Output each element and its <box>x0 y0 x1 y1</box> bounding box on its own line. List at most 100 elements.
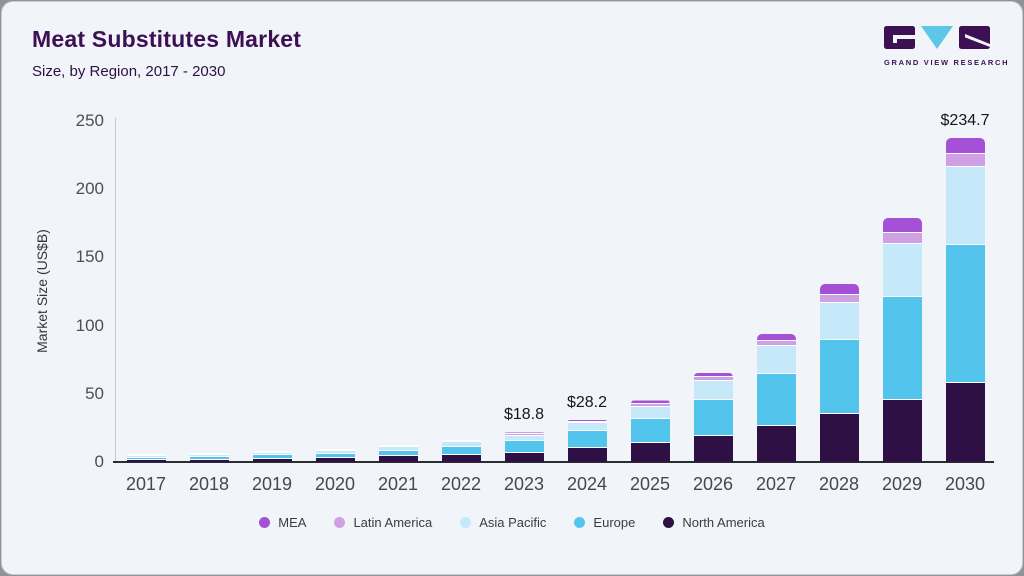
bar-segment-latin-america <box>819 295 859 303</box>
bar-segment-north-america <box>819 413 859 462</box>
x-tick-label: 2021 <box>377 474 419 494</box>
bar-segment-asia-pacific <box>630 406 670 420</box>
grand-view-research-logo: GRAND VIEW RESEARCH <box>884 26 1010 67</box>
bar-segment-europe <box>630 419 670 444</box>
stacked-bar-2018 <box>189 452 229 462</box>
bar-segment-europe <box>945 244 985 384</box>
bar-segment-asia-pacific <box>882 244 922 298</box>
bar-segment-mea <box>441 439 481 442</box>
bar-segment-mea <box>567 419 607 422</box>
legend-item-north-america: North America <box>663 515 765 530</box>
bar-segment-europe <box>441 446 481 455</box>
bar-segment-europe <box>252 455 292 459</box>
bar-segment-asia-pacific <box>756 346 796 374</box>
y-tick-label: 0 <box>94 452 104 471</box>
bar-segment-mea <box>630 400 670 404</box>
bar-segment-mea <box>504 432 544 435</box>
bar-segment-europe <box>315 453 355 458</box>
bar-segment-asia-pacific <box>126 456 166 459</box>
stacked-bar-2024 <box>567 419 607 462</box>
legend-dot-icon <box>259 517 271 528</box>
x-tick-label: 2030 <box>944 474 986 494</box>
chart-legend: MEA Latin America Asia Pacific Europe North … <box>2 515 1022 530</box>
bar-segment-latin-america <box>882 233 922 245</box>
x-tick-label: 2028 <box>818 474 860 494</box>
bar-segment-mea <box>189 452 229 454</box>
bar-segment-north-america <box>252 458 292 462</box>
y-axis-line <box>115 118 116 463</box>
bar-segment-europe <box>882 297 922 400</box>
y-tick-label: 100 <box>75 315 104 335</box>
legend-label: Europe <box>593 515 636 530</box>
bar-segment-latin-america <box>252 452 292 454</box>
bar-segment-north-america <box>945 383 985 462</box>
x-tick-label: 2027 <box>755 474 797 494</box>
bar-segment-latin-america <box>441 441 481 443</box>
legend-dot-icon <box>574 517 586 528</box>
bar-segment-latin-america <box>315 449 355 451</box>
bar-segment-asia-pacific <box>567 423 607 432</box>
x-axis-line <box>113 461 994 463</box>
bar-segment-asia-pacific <box>252 453 292 456</box>
page-subtitle: Size, by Region, 2017 - 2030 <box>32 63 226 80</box>
legend-item-latin-america: Latin America <box>334 515 432 530</box>
bar-segment-europe <box>567 431 607 449</box>
x-tick-label: 2024 <box>566 474 608 494</box>
stacked-bar-2026 <box>693 372 733 462</box>
bar-value-label-2024: $28.2 <box>566 393 608 411</box>
stacked-bar-2025 <box>630 400 670 462</box>
bar-segment-north-america <box>315 457 355 462</box>
y-tick-label: 50 <box>85 383 104 403</box>
stacked-bar-2029 <box>882 218 922 462</box>
legend-dot-icon <box>460 517 472 528</box>
bar-segment-europe <box>756 373 796 426</box>
x-tick-label: 2019 <box>251 474 293 494</box>
legend-item-mea: MEA <box>259 515 306 530</box>
x-tick-label: 2029 <box>881 474 923 494</box>
bar-segment-latin-america <box>504 434 544 436</box>
stacked-bar-2027 <box>756 333 796 462</box>
stacked-bar-2030 <box>945 137 985 462</box>
bar-segment-north-america <box>630 443 670 462</box>
bar-value-label-2023: $18.8 <box>503 406 545 424</box>
legend-item-asia-pacific: Asia Pacific <box>460 515 546 530</box>
bar-segment-asia-pacific <box>315 450 355 454</box>
page-title: Meat Substitutes Market <box>32 26 302 52</box>
y-tick-label: 150 <box>75 247 104 267</box>
bar-segment-asia-pacific <box>693 381 733 400</box>
bar-segment-asia-pacific <box>945 167 985 245</box>
bar-segment-europe <box>504 441 544 453</box>
plot-area: 2017 2018 2019 2020 2021 2022 2023 2024 2025 2026… <box>115 112 995 494</box>
bar-segment-asia-pacific <box>189 454 229 457</box>
bar-segment-north-america <box>378 456 418 462</box>
bar-segment-asia-pacific <box>819 302 859 341</box>
bar-segment-mea <box>252 450 292 453</box>
bar-segment-mea <box>693 372 733 378</box>
bar-segment-north-america <box>441 454 481 462</box>
bar-segment-north-america <box>126 460 166 462</box>
bar-segment-north-america <box>882 399 922 462</box>
bar-segment-mea <box>315 448 355 450</box>
x-tick-label: 2025 <box>629 474 671 494</box>
bar-segment-north-america <box>693 435 733 462</box>
logo-text: GRAND VIEW RESEARCH <box>884 58 1010 67</box>
bar-segment-latin-america <box>693 377 733 382</box>
x-tick-label: 2026 <box>692 474 734 494</box>
stacked-bar-2022 <box>441 439 481 462</box>
bar-segment-latin-america <box>567 421 607 424</box>
y-tick-label: 250 <box>75 111 104 130</box>
bar-segment-asia-pacific <box>441 442 481 447</box>
bar-segment-mea <box>756 333 796 341</box>
bar-segment-europe <box>819 340 859 414</box>
bar-segment-latin-america <box>630 403 670 407</box>
legend-label: Latin America <box>353 515 433 530</box>
bar-segment-europe <box>378 450 418 457</box>
y-tick-label: 200 <box>75 179 104 199</box>
stacked-bar-2020 <box>315 448 355 462</box>
bar-segment-mea <box>126 454 166 456</box>
bar-value-label-2030: $234.7 <box>940 111 990 129</box>
bar-segment-europe <box>189 456 229 460</box>
x-tick-label: 2023 <box>503 474 545 494</box>
legend-label: MEA <box>278 515 307 530</box>
